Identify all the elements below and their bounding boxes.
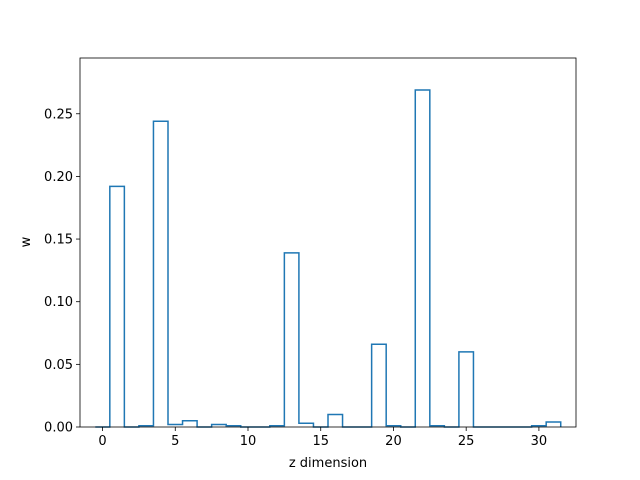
y-tick-label-1: 0.05	[44, 358, 73, 373]
bar-4	[153, 121, 168, 427]
y-tick-label-3: 0.15	[44, 233, 73, 248]
bar-6	[183, 421, 198, 427]
x-axis-label: z dimension	[289, 456, 367, 471]
x-tick-label-20: 20	[385, 434, 402, 449]
bar-19	[372, 344, 387, 427]
y-tick-label-4: 0.20	[44, 170, 73, 185]
x-tick-label-25: 25	[458, 434, 475, 449]
y-axis-label: w	[19, 236, 34, 247]
axes-frame	[79, 57, 577, 428]
bar-14	[299, 423, 314, 427]
x-tick-label-10: 10	[240, 434, 257, 449]
x-tick-label-15: 15	[312, 434, 329, 449]
bar-13	[284, 253, 299, 427]
y-tick-label-0: 0.00	[44, 421, 73, 436]
bar-1	[110, 186, 125, 427]
y-tick-label-5: 0.25	[44, 107, 73, 122]
bar-22	[415, 90, 430, 427]
x-tick-label-30: 30	[531, 434, 548, 449]
x-tick-label-0: 0	[98, 434, 106, 449]
bar-25	[459, 352, 474, 427]
x-tick-label-5: 5	[171, 434, 179, 449]
y-tick-label-2: 0.10	[44, 295, 73, 310]
bar-16	[328, 414, 343, 427]
bar-31	[546, 422, 561, 427]
plot-area: 0 5 10 15 20 25 30 0.00 0.05 0.10 0.15 0.20 0.25	[44, 57, 577, 449]
